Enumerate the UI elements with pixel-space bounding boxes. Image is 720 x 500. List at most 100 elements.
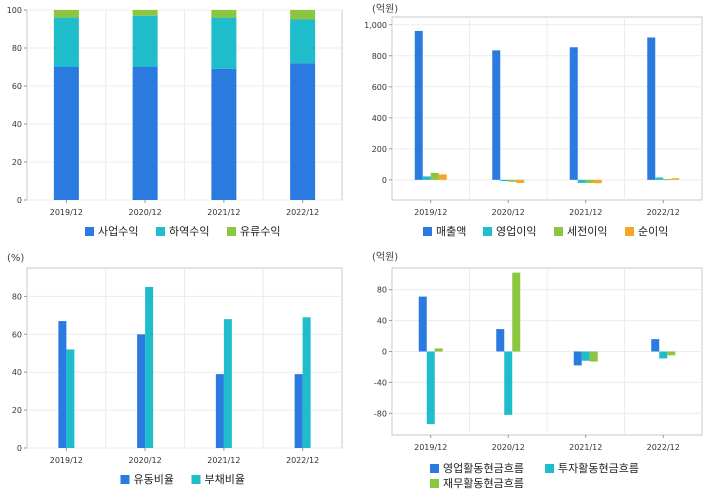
bar-2	[145, 286, 154, 448]
bar-1	[211, 68, 237, 201]
bar-2	[504, 351, 513, 415]
revenue-composition-svg: 0 20 40 60 80 100 2019/12 2020/12 2021/12 2022/12…	[7, 6, 343, 238]
y-tick-label: 80	[12, 44, 22, 53]
y-tick-label: 40	[12, 120, 22, 129]
y-tick-label: 200	[372, 145, 387, 154]
x-tick-label: 2021/12	[207, 208, 240, 217]
bar-3	[508, 179, 517, 182]
revenue-composition-chart: 0 20 40 60 80 100 2019/12 2020/12 2021/12 2022/12…	[0, 0, 360, 248]
bar-4	[516, 179, 525, 183]
y-tick-label: 100	[7, 6, 22, 15]
bar-1	[651, 339, 660, 352]
bar-3	[667, 351, 676, 356]
legend-label: 사업수익	[98, 225, 138, 238]
bar-2	[290, 19, 316, 64]
x-tick-label: 2022/12	[286, 208, 319, 217]
legend-swatch	[430, 479, 439, 488]
legend-swatch	[423, 227, 432, 236]
bar-2	[53, 17, 79, 68]
bar-2	[581, 351, 590, 361]
x-tick-label: 2019/12	[50, 208, 83, 217]
legend-swatch	[191, 475, 201, 484]
x-tick-label: 2019/12	[414, 443, 447, 452]
bar-2	[223, 319, 232, 448]
bar-3	[132, 10, 158, 16]
bar-1	[569, 47, 578, 180]
x-tick-label: 2022/12	[647, 443, 680, 452]
y-tick-label: 40	[12, 368, 22, 377]
ratio-chart: (%) 0 20 40 60 80 2019/12 2020/12 2021/12 2022/12…	[0, 248, 360, 496]
bar-3	[211, 10, 237, 18]
bar-1	[496, 329, 505, 352]
bar-1	[418, 296, 427, 352]
bar-3	[53, 10, 79, 18]
y-tick-label: 800	[372, 52, 387, 61]
y-tick-label: 1,000	[364, 21, 387, 30]
x-tick-label: 2019/12	[50, 456, 83, 465]
legend-label: 유동비율	[134, 473, 174, 486]
legend-label: 투자활동현금흐름	[558, 461, 639, 475]
legend-label: 영업활동현금흐름	[443, 461, 524, 475]
legend-swatch	[227, 227, 236, 236]
bar-1	[647, 37, 656, 180]
y-tick-label: 80	[377, 286, 387, 295]
x-tick-label: 2021/12	[569, 443, 602, 452]
bar-1	[53, 67, 79, 200]
y-tick-label: 600	[372, 83, 387, 92]
bar-2	[426, 351, 435, 425]
bar-3	[585, 179, 594, 183]
legend-label: 부채비율	[205, 473, 245, 486]
x-tick-label: 2021/12	[569, 208, 602, 217]
y-tick-label: 60	[12, 82, 22, 91]
y-tick-label: -40	[374, 378, 387, 387]
legend-label: 유류수익	[240, 225, 280, 238]
bar-1	[492, 50, 501, 180]
unit-label: (%)	[7, 253, 24, 264]
legend-label: 재무활동현금흐름	[443, 476, 524, 490]
bar-1	[294, 374, 303, 448]
legend-label: 영업이익	[496, 225, 536, 238]
cashflow-svg: (억원) -80 -40 0 40 80 2019/12 2020/12 2021/12 2022…	[372, 251, 703, 490]
legend-swatch	[545, 464, 554, 473]
bar-3	[290, 10, 316, 20]
bar-2	[211, 17, 237, 69]
ratio-svg: (%) 0 20 40 60 80 2019/12 2020/12 2021/12 2022/12…	[7, 253, 343, 486]
legend-swatch	[85, 227, 94, 236]
bar-2	[66, 349, 75, 448]
x-tick-label: 2021/12	[207, 456, 240, 465]
bar-1	[290, 63, 316, 201]
x-tick-label: 2019/12	[414, 208, 447, 217]
bar-2	[655, 177, 664, 180]
legend-swatch	[156, 227, 165, 236]
bar-3	[512, 272, 521, 352]
bar-2	[302, 317, 311, 448]
y-tick-label: 0	[17, 444, 22, 453]
y-tick-label: 0	[382, 176, 387, 185]
x-tick-label: 2020/12	[129, 208, 162, 217]
x-tick-label: 2020/12	[492, 443, 525, 452]
y-tick-label: -80	[374, 409, 387, 418]
bar-4	[593, 179, 602, 184]
y-tick-label: 20	[12, 406, 22, 415]
bar-2	[577, 179, 586, 183]
bar-3	[589, 351, 598, 362]
legend-label: 순이익	[638, 225, 668, 238]
y-tick-label: 0	[382, 348, 387, 357]
bar-1	[573, 351, 582, 366]
legend-swatch	[625, 227, 634, 236]
cashflow-chart: (억원) -80 -40 0 40 80 2019/12 2020/12 2021/12 2022…	[360, 248, 720, 496]
bar-2	[132, 15, 158, 67]
bar-2	[659, 351, 668, 359]
bar-3	[434, 348, 443, 352]
x-tick-label: 2022/12	[647, 208, 680, 217]
y-tick-label: 80	[12, 292, 22, 301]
legend-swatch	[120, 475, 130, 484]
x-tick-label: 2022/12	[286, 456, 319, 465]
income-svg: (억원) 0 200 400 600 800 1,000 2019/12 2020/12 2021…	[364, 3, 703, 238]
legend-swatch	[483, 227, 492, 236]
x-tick-label: 2020/12	[129, 456, 162, 465]
bar-1	[58, 321, 67, 448]
bar-4	[671, 178, 680, 180]
bar-4	[438, 174, 447, 180]
bar-3	[663, 179, 672, 181]
